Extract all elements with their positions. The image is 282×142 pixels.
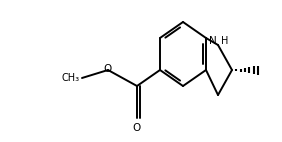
Text: CH₃: CH₃ (62, 73, 80, 83)
Text: O: O (133, 123, 141, 133)
Text: N: N (209, 36, 217, 46)
Text: O: O (104, 64, 112, 74)
Text: H: H (221, 36, 228, 46)
